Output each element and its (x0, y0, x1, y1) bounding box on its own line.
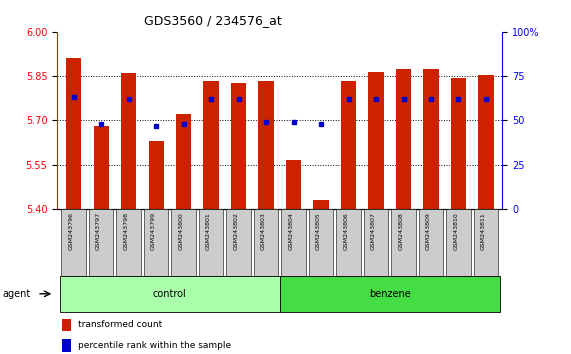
Text: percentile rank within the sample: percentile rank within the sample (78, 341, 231, 350)
Text: agent: agent (3, 289, 31, 299)
Bar (62, 339, 71, 352)
Bar (121, 73, 136, 209)
Text: GSM243802: GSM243802 (234, 212, 239, 250)
Text: GSM243797: GSM243797 (96, 212, 101, 250)
Bar (451, 78, 466, 209)
Text: GSM243807: GSM243807 (371, 212, 376, 250)
Bar (280, 276, 500, 312)
Bar (309, 209, 333, 276)
Text: GSM243809: GSM243809 (426, 212, 431, 250)
Text: control: control (153, 289, 187, 299)
Text: GSM243796: GSM243796 (69, 212, 74, 250)
Bar (203, 80, 219, 209)
Text: GSM243800: GSM243800 (179, 212, 183, 250)
Bar (94, 126, 108, 209)
Text: benzene: benzene (369, 289, 411, 299)
Bar (259, 80, 274, 209)
Bar (66, 58, 81, 209)
Bar (286, 160, 301, 209)
Text: GSM243803: GSM243803 (261, 212, 266, 250)
Bar (478, 75, 493, 209)
Bar (62, 319, 71, 331)
Bar (199, 209, 223, 276)
Text: GSM243805: GSM243805 (316, 212, 321, 250)
Bar (368, 72, 384, 209)
Text: GSM243806: GSM243806 (344, 212, 348, 250)
Bar (391, 209, 416, 276)
Bar (419, 209, 443, 276)
Bar (60, 276, 280, 312)
Bar (116, 209, 141, 276)
Text: GSM243810: GSM243810 (453, 212, 459, 250)
Bar (281, 209, 306, 276)
Text: GSM243811: GSM243811 (481, 212, 486, 250)
Bar (144, 209, 168, 276)
Bar (424, 69, 439, 209)
Text: GSM243801: GSM243801 (206, 212, 211, 250)
Bar (148, 141, 164, 209)
Bar (176, 114, 191, 209)
Text: transformed count: transformed count (78, 320, 162, 330)
Text: GSM243799: GSM243799 (151, 212, 156, 250)
Text: GSM243804: GSM243804 (288, 212, 293, 250)
Bar (473, 209, 498, 276)
Bar (231, 84, 246, 209)
Bar (341, 80, 356, 209)
Text: GSM243798: GSM243798 (123, 212, 128, 250)
Bar (171, 209, 196, 276)
Bar (61, 209, 86, 276)
Bar (396, 69, 411, 209)
Bar (89, 209, 114, 276)
Bar (226, 209, 251, 276)
Bar (446, 209, 471, 276)
Text: GSM243808: GSM243808 (399, 212, 404, 250)
Bar (254, 209, 279, 276)
Text: GDS3560 / 234576_at: GDS3560 / 234576_at (144, 14, 282, 27)
Bar (364, 209, 388, 276)
Bar (336, 209, 361, 276)
Bar (313, 200, 328, 209)
